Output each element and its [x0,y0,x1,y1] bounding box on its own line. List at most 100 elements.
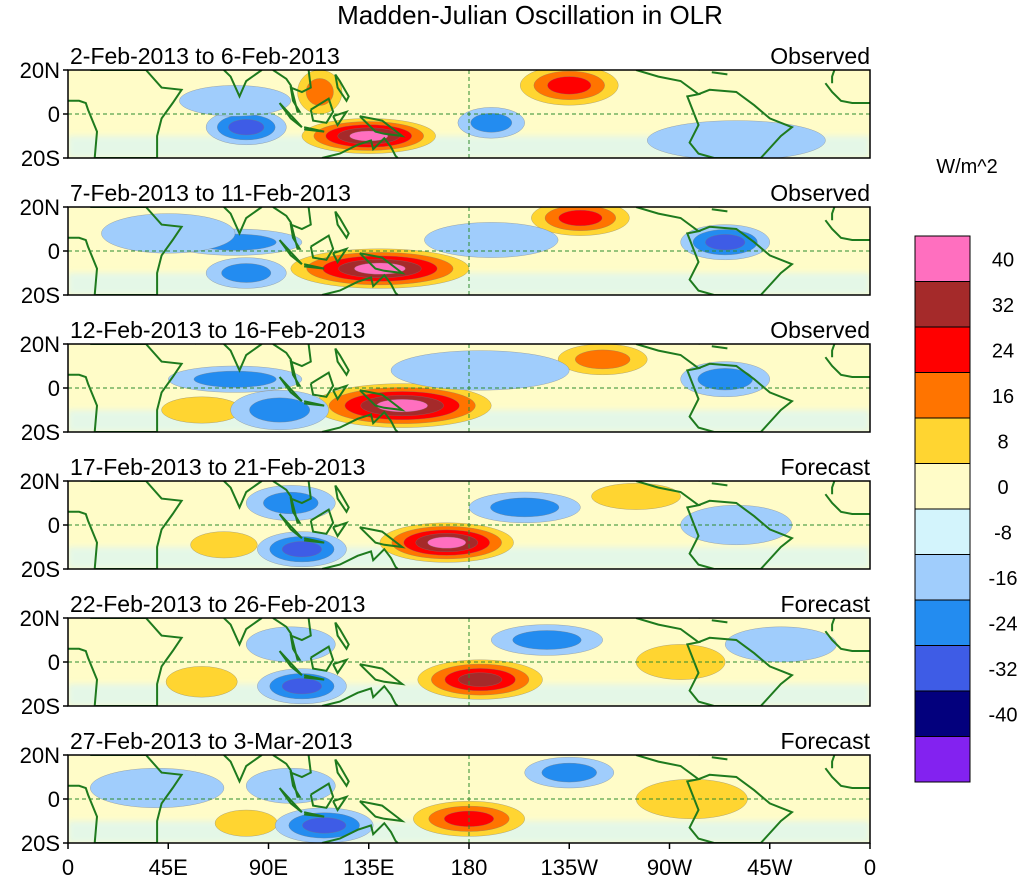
anomaly-contour [101,213,236,254]
colorbar-swatch [914,281,971,328]
colorbar-swatch [914,508,971,555]
x-tick-label: 135W [541,855,599,880]
colorbar-swatch [914,554,971,601]
anomaly-contour [541,762,597,783]
colorbar-tick-label: 8 [997,432,1008,454]
y-tick-label: 20S [21,283,60,308]
colorbar-tick-label: -40 [989,705,1018,727]
anomaly-contour [647,120,826,158]
panel-status-label: Observed [770,43,870,69]
y-tick-label: 20S [21,557,60,582]
y-tick-label: 20N [20,332,60,357]
y-tick-label: 20N [20,606,60,631]
colorbar-swatch [914,372,971,419]
y-tick-label: 0 [48,102,60,127]
colorbar-swatch [914,645,971,692]
x-tick-label: 90W [647,855,692,880]
colorbar-tick-label: -16 [989,568,1018,590]
anomaly-contour [458,672,502,687]
y-tick-label: 0 [48,239,60,264]
panel-period-label: 17-Feb-2013 to 21-Feb-2013 [70,454,365,480]
x-tick-label: 45W [747,855,792,880]
x-tick-label: 0 [864,855,876,880]
colorbar-units-label: W/m^2 [936,156,998,178]
panel-6: 20N 0 20S 27-Feb-2013 to 3-Mar-2013 Forecast [20,728,871,856]
panel-5: 20N 0 20S 22-Feb-2013 to 26-Feb-2013 Forecas… [20,591,871,719]
colorbar-tick-label: -32 [989,659,1018,681]
panel-period-label: 7-Feb-2013 to 11-Feb-2013 [70,180,351,206]
colorbar-tick-label: 24 [992,341,1014,363]
anomaly-contour [427,536,466,549]
panel-4: 20N 0 20S 17-Feb-2013 to 21-Feb-2013 Forecas… [20,454,871,582]
y-tick-label: 0 [48,376,60,401]
panel-status-label: Observed [770,317,870,343]
coastlines [68,207,870,295]
x-tick-label: 0 [62,855,74,880]
coastlines [68,344,870,432]
anomaly-contour [193,370,277,388]
anomaly-field [68,624,870,706]
anomaly-contour [165,666,238,698]
y-tick-label: 0 [48,513,60,538]
coastlines [68,755,870,843]
anomaly-contour [281,678,322,695]
panel-period-label: 22-Feb-2013 to 26-Feb-2013 [70,591,365,617]
colorbar-tick-label: 0 [997,477,1008,499]
panel-status-label: Forecast [781,728,871,754]
anomaly-contour [390,350,570,391]
coastlines [68,70,870,158]
colorbar-tick-label: -24 [989,614,1018,636]
y-tick-label: 20N [20,195,60,220]
panel-status-label: Forecast [781,454,871,480]
y-tick-label: 20S [21,146,60,171]
anomaly-contour [512,630,582,650]
anomaly-contour [705,234,746,251]
colorbar-swatch [914,235,971,282]
colorbar-tick-label: -8 [994,523,1012,545]
y-tick-label: 20N [20,58,60,83]
anomaly-contour [161,396,242,424]
anomaly-field [68,344,870,432]
y-tick-label: 20N [20,743,60,768]
coastlines [68,618,870,706]
y-tick-label: 20S [21,694,60,719]
panel-period-label: 2-Feb-2013 to 6-Feb-2013 [70,43,340,69]
x-tick-label: 90E [249,855,288,880]
anomaly-contour [302,817,347,834]
colorbar-swatch [914,417,971,464]
colorbar-tick-label: 16 [992,386,1014,408]
x-axis: 0 45E 90E 135E 180 135W 90W 45W 0 [62,843,876,880]
colorbar-swatch [914,736,971,783]
anomaly-contour [214,809,278,837]
anomaly-contour [575,349,631,370]
anomaly-contour [591,483,681,510]
anomaly-contour [470,113,512,133]
colorbar: W/m^2 40 32 24 16 8 0 -8 -16 -24 -32 -40 [914,156,1018,783]
colorbar-swatch [914,326,971,373]
colorbar-tick-label: 32 [992,295,1014,317]
colorbar-swatch [914,463,971,510]
panel-period-label: 12-Feb-2013 to 16-Feb-2013 [70,317,365,343]
anomaly-contour [281,541,322,558]
anomaly-contour [547,76,592,95]
anomaly-contour [490,497,560,518]
y-tick-label: 20S [21,420,60,445]
panel-status-label: Observed [770,180,870,206]
y-tick-label: 20S [21,831,60,856]
y-tick-label: 20N [20,469,60,494]
colorbar-swatch [914,690,971,737]
anomaly-contour [424,222,559,258]
anomaly-contour [558,210,603,226]
colorbar-swatch [914,599,971,646]
anomaly-contour [249,397,310,423]
panel-1: 20N 0 20S 2-Feb-2013 to 6-Feb-2013 Observed [20,43,871,171]
x-tick-label: 180 [451,855,488,880]
x-tick-label: 135E [343,855,394,880]
anomaly-contour [90,768,225,808]
coastlines [68,481,870,569]
panel-status-label: Forecast [781,591,871,617]
panel-2: 20N 0 20S 7-Feb-2013 to 11-Feb-2013 Observed [20,180,871,308]
anomaly-contour [179,85,291,117]
